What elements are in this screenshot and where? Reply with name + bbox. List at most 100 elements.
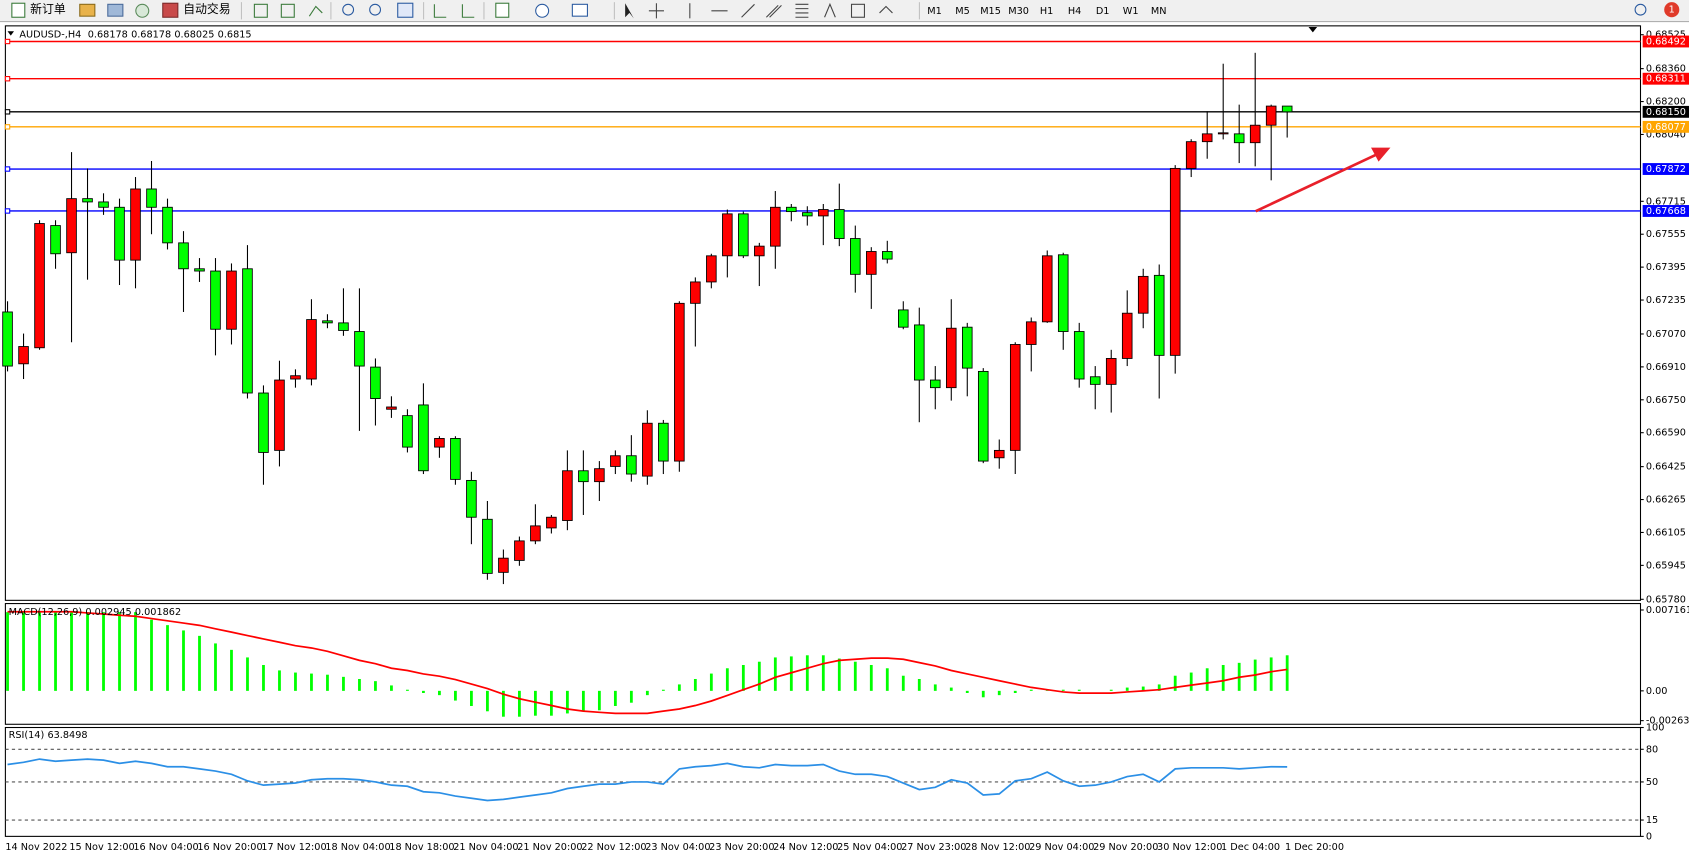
candle-body bbox=[66, 198, 77, 254]
x-tick-label: 1 Dec 04:00 bbox=[1221, 842, 1280, 853]
macd-bar bbox=[1157, 684, 1161, 691]
macd-bar bbox=[597, 690, 601, 711]
icon[interactable] bbox=[280, 3, 295, 18]
candle-body bbox=[1105, 358, 1117, 385]
candle-body bbox=[929, 379, 941, 389]
timeframe-button[interactable]: M1 bbox=[927, 6, 942, 17]
icon[interactable] bbox=[433, 4, 447, 18]
x-tick-label: 21 Nov 20:00 bbox=[517, 842, 582, 853]
x-tick-label: 28 Nov 12:00 bbox=[965, 842, 1030, 853]
icon[interactable] bbox=[495, 2, 510, 18]
line-handle bbox=[4, 109, 11, 115]
icon[interactable] bbox=[461, 4, 475, 18]
channel-icon[interactable] bbox=[765, 5, 782, 18]
label-icon[interactable] bbox=[850, 3, 865, 18]
search-icon[interactable] bbox=[1634, 3, 1647, 16]
fibo-icon[interactable] bbox=[795, 3, 809, 18]
candle-body bbox=[914, 324, 925, 381]
candle-body bbox=[546, 516, 557, 529]
candle-body bbox=[1073, 331, 1085, 380]
macd-bar bbox=[853, 661, 857, 691]
candle-body bbox=[1249, 124, 1261, 144]
candle-body bbox=[98, 201, 109, 208]
macd-bar bbox=[693, 678, 697, 691]
timeframe-button[interactable]: W1 bbox=[1123, 6, 1139, 17]
timeframe-button[interactable]: H4 bbox=[1068, 6, 1081, 17]
y-tick-label: 100 bbox=[1646, 723, 1665, 734]
icon[interactable] bbox=[535, 3, 550, 18]
cursor-icon[interactable] bbox=[625, 3, 634, 19]
price-label-bg bbox=[1642, 163, 1689, 175]
macd-bar bbox=[629, 690, 633, 703]
macd-bar bbox=[278, 670, 281, 691]
timeframe-button[interactable]: M5 bbox=[955, 6, 970, 17]
indicator-value: 0.002945 bbox=[85, 607, 131, 618]
icon[interactable] bbox=[135, 3, 150, 18]
candle-body bbox=[130, 188, 141, 261]
candle-body bbox=[1281, 105, 1293, 113]
macd-bar bbox=[422, 690, 425, 693]
icon[interactable] bbox=[107, 3, 124, 17]
icon[interactable] bbox=[397, 2, 414, 18]
candle-body bbox=[18, 346, 29, 365]
symbol-marker bbox=[7, 31, 15, 36]
notification-badge[interactable] bbox=[1664, 2, 1680, 18]
candle-body bbox=[690, 281, 701, 304]
price-label-bg bbox=[1642, 120, 1689, 133]
macd-bar bbox=[38, 612, 41, 691]
timeframe-button[interactable]: H1 bbox=[1040, 6, 1053, 17]
macd-bar bbox=[438, 690, 441, 696]
auto-trading-button[interactable]: 自动交易 bbox=[183, 2, 230, 16]
icon[interactable] bbox=[253, 3, 268, 18]
macd-bar bbox=[70, 612, 73, 691]
text-icon[interactable] bbox=[824, 2, 836, 18]
new-order-button[interactable]: 新订单 bbox=[30, 2, 66, 16]
timeframe-button[interactable]: M15 bbox=[980, 6, 1001, 17]
candle-body bbox=[354, 331, 365, 367]
candle-body bbox=[738, 213, 749, 257]
x-tick-label: 16 Nov 04:00 bbox=[133, 842, 198, 853]
indicator-value: 0.001862 bbox=[135, 607, 181, 618]
y-tick-label: 0.66105 bbox=[1646, 527, 1686, 538]
icon[interactable] bbox=[79, 3, 96, 17]
macd-bar bbox=[486, 690, 489, 712]
new-order-icon[interactable] bbox=[11, 2, 26, 18]
trendline-icon[interactable] bbox=[741, 3, 755, 18]
candle-body bbox=[1169, 167, 1181, 356]
crosshair-icon[interactable] bbox=[648, 3, 664, 19]
candle-body bbox=[370, 366, 381, 399]
macd-bar bbox=[1269, 657, 1273, 691]
macd-bar bbox=[1205, 668, 1209, 691]
macd-bar bbox=[310, 673, 313, 691]
macd-bar bbox=[182, 630, 185, 691]
chart-header: AUDUSD-,H4 0.68178 0.68178 0.68025 0.6815 bbox=[19, 29, 251, 40]
main-panel bbox=[4, 25, 1642, 601]
macd-bar bbox=[390, 685, 393, 691]
macd-bar bbox=[454, 690, 457, 701]
timeframe-button[interactable]: MN bbox=[1151, 6, 1167, 17]
icon[interactable] bbox=[571, 3, 588, 17]
candle-body bbox=[530, 525, 541, 542]
candle-body bbox=[514, 540, 525, 561]
macd-bar bbox=[374, 681, 377, 691]
macd-bar bbox=[134, 612, 137, 691]
shapes-icon[interactable] bbox=[879, 5, 893, 14]
zoom-in-icon[interactable] bbox=[342, 3, 355, 16]
macd-bar bbox=[549, 690, 553, 716]
candle-body bbox=[226, 270, 237, 330]
toolbar-buttons: 新订单 自动交易 bbox=[11, 2, 920, 20]
candle-body bbox=[898, 309, 909, 328]
auto-trading-icon[interactable] bbox=[162, 2, 179, 18]
macd-bar bbox=[645, 690, 649, 696]
ohlc-value: 0.68025 bbox=[174, 29, 214, 40]
zoom-out-icon[interactable] bbox=[369, 3, 382, 16]
price-label: 0.68150 bbox=[1646, 107, 1686, 118]
y-tick-label: 0.67555 bbox=[1646, 229, 1686, 240]
macd-bar bbox=[709, 673, 713, 691]
y-tick-label: 0.67715 bbox=[1646, 196, 1686, 207]
candle-body bbox=[562, 470, 573, 521]
timeframe-button[interactable]: M30 bbox=[1008, 6, 1029, 17]
macd-bar bbox=[725, 668, 729, 691]
icon[interactable] bbox=[308, 5, 323, 17]
timeframe-button[interactable]: D1 bbox=[1096, 6, 1110, 17]
